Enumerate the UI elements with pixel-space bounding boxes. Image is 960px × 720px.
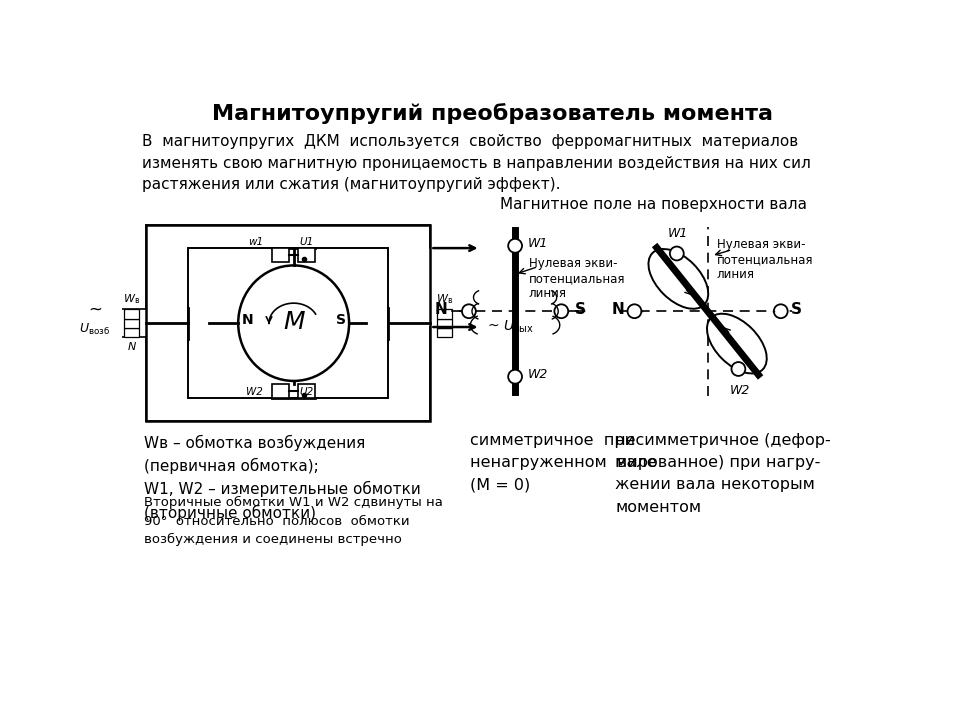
- Circle shape: [670, 246, 684, 261]
- Text: Wв – обмотка возбуждения
(первичная обмотка);
W1, W2 – измерительные обмотки
(вт: Wв – обмотка возбуждения (первичная обмо…: [144, 434, 420, 521]
- Circle shape: [732, 362, 745, 376]
- Bar: [299, 384, 315, 398]
- Circle shape: [554, 305, 568, 318]
- Bar: [124, 328, 139, 337]
- Bar: [299, 248, 315, 262]
- Circle shape: [508, 370, 522, 384]
- Text: $N$: $N$: [127, 340, 136, 352]
- Text: w1: w1: [248, 237, 263, 246]
- Text: Нулевая экви-
потенциальная
линия: Нулевая экви- потенциальная линия: [717, 238, 813, 281]
- Text: N: N: [242, 313, 253, 327]
- Ellipse shape: [707, 314, 767, 374]
- Circle shape: [628, 305, 641, 318]
- Text: ~ $U_{\rm вых}$: ~ $U_{\rm вых}$: [487, 319, 534, 336]
- Text: несимметричное (дефор-
мированное) при нагру-
жении вала некоторым
моментом: несимметричное (дефор- мированное) при н…: [615, 433, 831, 515]
- Circle shape: [462, 305, 476, 318]
- Text: $W_{\rm в}$: $W_{\rm в}$: [436, 292, 453, 306]
- Text: S: S: [575, 302, 587, 318]
- Text: Нулевая экви-
потенциальная
линия: Нулевая экви- потенциальная линия: [529, 257, 626, 300]
- Text: S: S: [336, 313, 347, 327]
- Bar: [124, 318, 139, 328]
- Text: W2: W2: [246, 387, 263, 397]
- Text: N: N: [435, 302, 447, 318]
- Text: W1: W1: [527, 237, 548, 250]
- Text: Магнитоупругий преобразователь момента: Магнитоупругий преобразователь момента: [211, 104, 773, 125]
- Bar: [272, 248, 289, 262]
- Circle shape: [110, 333, 118, 341]
- Ellipse shape: [238, 266, 349, 381]
- Text: W2: W2: [730, 384, 750, 397]
- Circle shape: [774, 305, 787, 318]
- Text: $U_{\rm возб}$: $U_{\rm возб}$: [79, 322, 110, 337]
- Text: U2: U2: [300, 387, 314, 397]
- Text: M: M: [283, 310, 304, 333]
- Text: U1: U1: [300, 237, 314, 246]
- Bar: [437, 310, 452, 318]
- Text: N: N: [612, 302, 624, 318]
- Bar: [146, 225, 430, 421]
- Bar: [437, 328, 452, 337]
- Bar: [188, 248, 388, 398]
- Text: ~: ~: [88, 300, 103, 318]
- Text: симметричное  при
ненагруженном  вале
(M = 0): симметричное при ненагруженном вале (M =…: [470, 433, 657, 492]
- Text: W1: W1: [668, 228, 688, 240]
- Circle shape: [110, 305, 118, 313]
- Bar: [437, 318, 452, 328]
- Text: Магнитное поле на поверхности вала: Магнитное поле на поверхности вала: [500, 197, 806, 212]
- Bar: [272, 384, 289, 398]
- Text: S: S: [791, 302, 802, 318]
- Bar: [124, 310, 139, 318]
- Text: $W_{\rm в}$: $W_{\rm в}$: [123, 292, 140, 306]
- Text: Вторичные обмотки W1 и W2 сдвинуты на
90°  относительно  полюсов  обмотки
возбуж: Вторичные обмотки W1 и W2 сдвинуты на 90…: [144, 496, 443, 546]
- Text: W2: W2: [527, 368, 548, 381]
- Text: В  магнитоупругих  ДКМ  используется  свойство  ферромагнитных  материалов
измен: В магнитоупругих ДКМ используется свойст…: [142, 134, 810, 192]
- Ellipse shape: [648, 249, 708, 309]
- Circle shape: [508, 239, 522, 253]
